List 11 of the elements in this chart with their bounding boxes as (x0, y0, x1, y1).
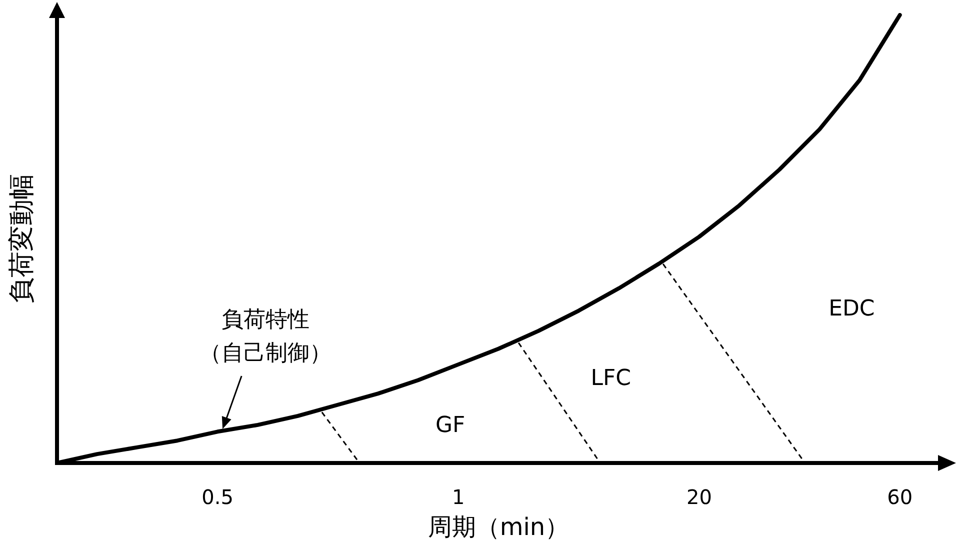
y-axis-title: 負荷変動幅 (7, 174, 37, 304)
x-tick-label: 60 (887, 485, 913, 509)
x-tick-label: 1 (452, 485, 465, 509)
annotation: （自己制御） (200, 340, 332, 366)
annotation: 負荷特性 (222, 307, 310, 332)
x-axis-title: 周期（min） (428, 513, 570, 541)
annotation: EDC (828, 296, 875, 321)
annotation: LFC (590, 365, 632, 390)
x-tick-label: 0.5 (202, 485, 234, 509)
x-tick-label: 20 (686, 485, 712, 509)
annotation: GF (435, 412, 466, 438)
